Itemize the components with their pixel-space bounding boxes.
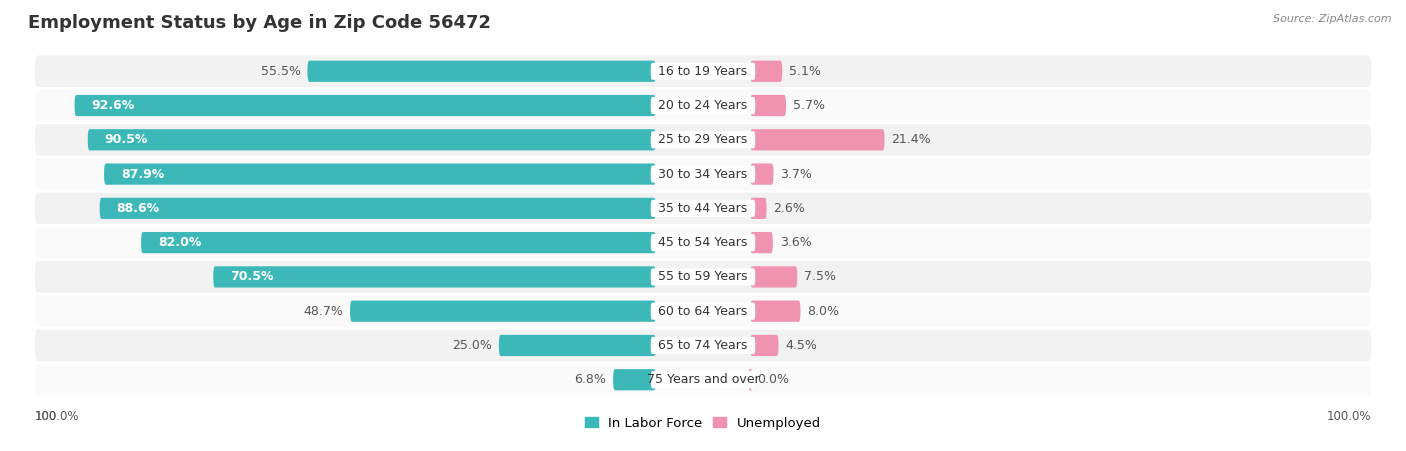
FancyBboxPatch shape (751, 335, 779, 356)
FancyBboxPatch shape (35, 364, 1371, 396)
Text: Employment Status by Age in Zip Code 56472: Employment Status by Age in Zip Code 564… (28, 14, 491, 32)
FancyBboxPatch shape (751, 129, 884, 151)
FancyBboxPatch shape (651, 97, 755, 114)
Text: 6.8%: 6.8% (575, 373, 606, 386)
Text: 4.5%: 4.5% (785, 339, 817, 352)
Text: 3.6%: 3.6% (779, 236, 811, 249)
Text: Source: ZipAtlas.com: Source: ZipAtlas.com (1274, 14, 1392, 23)
FancyBboxPatch shape (751, 95, 786, 116)
FancyBboxPatch shape (35, 193, 1371, 224)
FancyBboxPatch shape (651, 337, 755, 354)
Text: 20 to 24 Years: 20 to 24 Years (658, 99, 748, 112)
FancyBboxPatch shape (651, 268, 755, 285)
FancyBboxPatch shape (651, 234, 755, 251)
Text: 7.5%: 7.5% (804, 271, 837, 283)
FancyBboxPatch shape (100, 198, 655, 219)
Text: 82.0%: 82.0% (157, 236, 201, 249)
FancyBboxPatch shape (350, 300, 655, 322)
Text: 21.4%: 21.4% (891, 133, 931, 146)
FancyBboxPatch shape (35, 227, 1371, 258)
FancyBboxPatch shape (751, 198, 766, 219)
Text: 88.6%: 88.6% (117, 202, 160, 215)
Text: 35 to 44 Years: 35 to 44 Years (658, 202, 748, 215)
Text: 25 to 29 Years: 25 to 29 Years (658, 133, 748, 146)
FancyBboxPatch shape (35, 55, 1371, 87)
FancyBboxPatch shape (651, 166, 755, 183)
Text: 75 Years and over: 75 Years and over (647, 373, 759, 386)
FancyBboxPatch shape (35, 158, 1371, 190)
FancyBboxPatch shape (651, 371, 755, 388)
Text: 3.7%: 3.7% (780, 168, 813, 180)
Text: 5.1%: 5.1% (789, 65, 821, 78)
FancyBboxPatch shape (35, 124, 1371, 156)
Text: 100.0%: 100.0% (35, 410, 79, 423)
FancyBboxPatch shape (499, 335, 655, 356)
FancyBboxPatch shape (751, 300, 800, 322)
FancyBboxPatch shape (35, 295, 1371, 327)
Legend: In Labor Force, Unemployed: In Labor Force, Unemployed (579, 411, 827, 435)
FancyBboxPatch shape (751, 60, 782, 82)
Text: 48.7%: 48.7% (304, 305, 343, 318)
FancyBboxPatch shape (613, 369, 655, 391)
Text: 16 to 19 Years: 16 to 19 Years (658, 65, 748, 78)
Text: 55.5%: 55.5% (260, 65, 301, 78)
FancyBboxPatch shape (308, 60, 655, 82)
FancyBboxPatch shape (651, 303, 755, 320)
Text: 65 to 74 Years: 65 to 74 Years (658, 339, 748, 352)
Text: 70.5%: 70.5% (231, 271, 274, 283)
Text: 0.0%: 0.0% (756, 373, 789, 386)
FancyBboxPatch shape (751, 232, 773, 253)
Text: 90.5%: 90.5% (104, 133, 148, 146)
FancyBboxPatch shape (35, 90, 1371, 121)
FancyBboxPatch shape (751, 163, 773, 185)
Text: 5.7%: 5.7% (793, 99, 825, 112)
Text: 8.0%: 8.0% (807, 305, 839, 318)
FancyBboxPatch shape (214, 266, 655, 288)
FancyBboxPatch shape (35, 330, 1371, 361)
Text: 87.9%: 87.9% (121, 168, 165, 180)
FancyBboxPatch shape (35, 261, 1371, 293)
Text: 100.0%: 100.0% (1327, 410, 1371, 423)
Text: 2.6%: 2.6% (773, 202, 806, 215)
Text: 100: 100 (35, 410, 58, 423)
Text: 25.0%: 25.0% (453, 339, 492, 352)
FancyBboxPatch shape (104, 163, 655, 185)
Text: 45 to 54 Years: 45 to 54 Years (658, 236, 748, 249)
FancyBboxPatch shape (651, 200, 755, 217)
Text: 60 to 64 Years: 60 to 64 Years (658, 305, 748, 318)
FancyBboxPatch shape (141, 232, 655, 253)
FancyBboxPatch shape (75, 95, 655, 116)
Text: 92.6%: 92.6% (91, 99, 135, 112)
FancyBboxPatch shape (87, 129, 655, 151)
Text: 30 to 34 Years: 30 to 34 Years (658, 168, 748, 180)
FancyBboxPatch shape (751, 266, 797, 288)
FancyBboxPatch shape (748, 369, 752, 391)
FancyBboxPatch shape (651, 131, 755, 148)
FancyBboxPatch shape (651, 63, 755, 80)
Text: 55 to 59 Years: 55 to 59 Years (658, 271, 748, 283)
